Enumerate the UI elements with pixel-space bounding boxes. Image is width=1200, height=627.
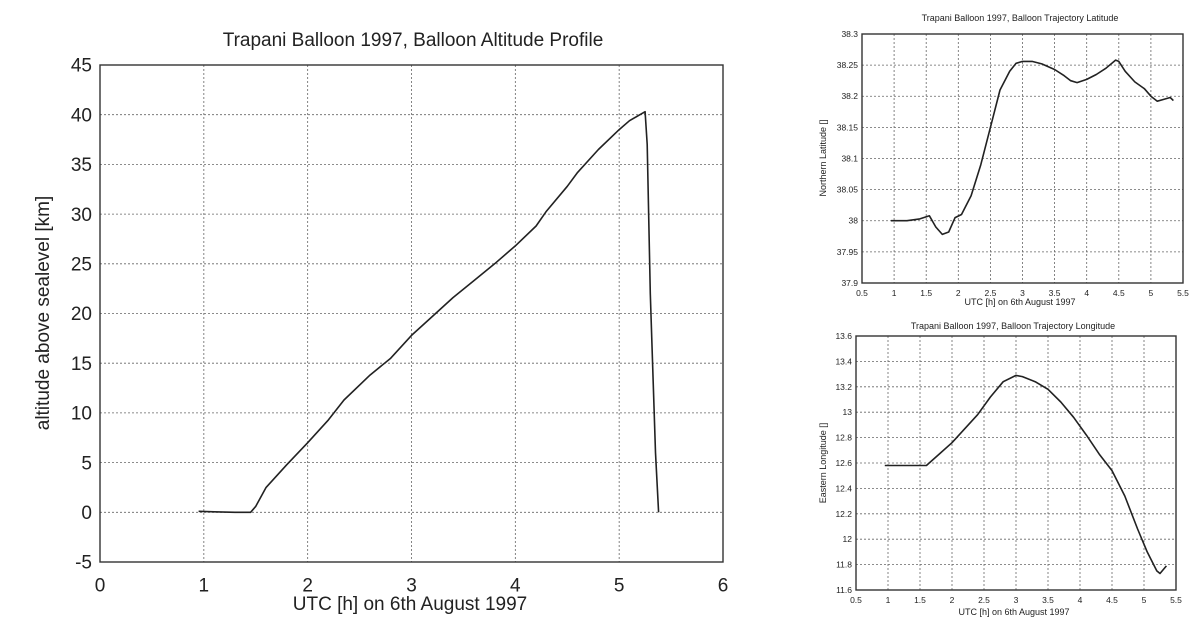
latitude-chart-x-tick-label: 0.5 — [856, 288, 868, 298]
altitude-chart-x-ticks: 0 1 2 3 4 5 6 — [95, 576, 729, 597]
latitude-chart-x-tick-label: 1 — [892, 288, 897, 298]
altitude-chart-x-tick-label: 5 — [614, 576, 625, 597]
latitude-chart-y-tick-label: 38 — [849, 216, 859, 226]
latitude-chart-x-ticks: 0.5 1 1.5 2 2.5 3 3.5 4 4.5 5 5.5 — [856, 288, 1189, 298]
altitude-chart-x-tick-label: 2 — [302, 576, 313, 597]
latitude-chart-y-tick-label: 38.15 — [837, 122, 859, 132]
longitude-chart-x-tick-label: 1.5 — [914, 595, 926, 605]
altitude-chart-x-tick-label: 3 — [406, 576, 417, 597]
latitude-chart-title: Trapani Balloon 1997, Balloon Trajectory… — [922, 13, 1119, 23]
longitude-chart-xlabel: UTC [h] on 6th August 1997 — [958, 607, 1069, 617]
latitude-chart-y-tick-label: 38.1 — [841, 153, 858, 163]
latitude-chart-x-tick-label: 2.5 — [984, 288, 996, 298]
latitude-chart-plot-frame — [861, 33, 1184, 284]
altitude-chart: Trapani Balloon 1997, Balloon Altitude P… — [33, 30, 728, 615]
longitude-chart-grid — [856, 336, 1176, 590]
latitude-chart: Trapani Balloon 1997, Balloon Trajectory… — [818, 13, 1189, 307]
altitude-chart-y-tick-label: 25 — [71, 254, 92, 275]
longitude-chart-y-tick-label: 12.4 — [835, 483, 852, 493]
latitude-chart-ylabel: Northern Latitude [] — [818, 119, 828, 196]
latitude-chart-y-tick-label: 38.25 — [837, 60, 859, 70]
longitude-chart-y-tick-label: 12.2 — [835, 509, 852, 519]
altitude-chart-y-ticks: -5 0 5 10 15 20 25 30 35 40 45 — [71, 56, 92, 574]
latitude-chart-xlabel: UTC [h] on 6th August 1997 — [964, 297, 1075, 307]
longitude-chart-ylabel: Eastern Longitude [] — [818, 423, 828, 504]
altitude-chart-ylabel: altitude above sealevel [km] — [33, 196, 54, 430]
longitude-chart-plot-frame — [855, 335, 1177, 591]
altitude-chart-title: Trapani Balloon 1997, Balloon Altitude P… — [223, 30, 604, 51]
altitude-chart-y-tick-label: 0 — [81, 503, 92, 524]
latitude-chart-y-tick-label: 37.9 — [841, 278, 858, 288]
altitude-chart-y-tick-label: 30 — [71, 205, 92, 226]
altitude-chart-y-tick-label: -5 — [75, 553, 92, 574]
altitude-chart-y-tick-label: 10 — [71, 404, 92, 425]
altitude-chart-y-tick-label: 20 — [71, 304, 92, 325]
longitude-chart-y-tick-label: 13.6 — [835, 331, 852, 341]
longitude-chart-y-tick-label: 13 — [843, 407, 853, 417]
latitude-chart-y-ticks: 37.9 37.95 38 38.05 38.1 38.15 38.2 38.25 38.3 — [837, 29, 859, 288]
longitude-chart-y-tick-label: 12.8 — [835, 433, 852, 443]
altitude-chart-series-line — [198, 110, 660, 514]
longitude-chart-x-tick-label: 2 — [950, 595, 955, 605]
longitude-chart-x-tick-label: 1 — [886, 595, 891, 605]
altitude-chart-x-tick-label: 1 — [199, 576, 210, 597]
latitude-chart-x-tick-label: 5.5 — [1177, 288, 1189, 298]
latitude-chart-x-tick-label: 1.5 — [920, 288, 932, 298]
longitude-chart-y-tick-label: 13.4 — [835, 356, 852, 366]
altitude-chart-x-tick-label: 0 — [95, 576, 106, 597]
latitude-chart-y-tick-label: 37.95 — [837, 247, 859, 257]
latitude-chart-y-tick-label: 38.05 — [837, 185, 859, 195]
longitude-chart-y-tick-label: 12 — [843, 534, 853, 544]
latitude-chart-x-tick-label: 5 — [1149, 288, 1154, 298]
altitude-chart-x-tick-label: 6 — [718, 576, 729, 597]
longitude-chart: Trapani Balloon 1997, Balloon Trajectory… — [818, 321, 1182, 617]
latitude-chart-series — [890, 59, 1174, 236]
latitude-chart-series-line — [890, 59, 1174, 236]
longitude-chart-x-tick-label: 5.5 — [1170, 595, 1182, 605]
longitude-chart-x-tick-label: 3 — [1014, 595, 1019, 605]
longitude-chart-y-tick-label: 13.2 — [835, 382, 852, 392]
altitude-chart-series — [198, 110, 660, 514]
altitude-chart-y-tick-label: 45 — [71, 56, 92, 77]
latitude-chart-x-tick-label: 4 — [1084, 288, 1089, 298]
longitude-chart-title: Trapani Balloon 1997, Balloon Trajectory… — [911, 321, 1115, 331]
longitude-chart-x-tick-label: 5 — [1142, 595, 1147, 605]
altitude-chart-y-tick-label: 15 — [71, 354, 92, 375]
longitude-chart-y-ticks: 11.6 11.8 12 12.2 12.4 12.6 12.8 13 13.2 13.4 13.6 — [835, 331, 852, 595]
altitude-chart-x-tick-label: 4 — [510, 576, 521, 597]
longitude-chart-x-tick-label: 4 — [1078, 595, 1083, 605]
latitude-chart-x-tick-label: 3 — [1020, 288, 1025, 298]
latitude-chart-x-tick-label: 3.5 — [1049, 288, 1061, 298]
altitude-chart-y-tick-label: 40 — [71, 105, 92, 126]
longitude-chart-series — [884, 374, 1168, 575]
altitude-chart-grid — [100, 65, 723, 562]
latitude-chart-y-tick-label: 38.2 — [841, 91, 858, 101]
longitude-chart-x-tick-label: 3.5 — [1042, 595, 1054, 605]
longitude-chart-y-tick-label: 11.8 — [836, 560, 852, 570]
altitude-chart-plot-frame — [99, 64, 724, 563]
latitude-chart-grid — [862, 34, 1183, 283]
latitude-chart-y-tick-label: 38.3 — [841, 29, 858, 39]
longitude-chart-x-tick-label: 0.5 — [850, 595, 862, 605]
longitude-chart-x-ticks: 0.5 1 1.5 2 2.5 3 3.5 4 4.5 5 5.5 — [850, 595, 1182, 605]
altitude-chart-y-tick-label: 5 — [81, 453, 92, 474]
longitude-chart-y-tick-label: 12.6 — [835, 458, 852, 468]
longitude-chart-series-line — [884, 374, 1168, 575]
longitude-chart-x-tick-label: 4.5 — [1106, 595, 1118, 605]
latitude-chart-x-tick-label: 4.5 — [1113, 288, 1125, 298]
longitude-chart-y-tick-label: 11.6 — [836, 585, 852, 595]
altitude-chart-xlabel: UTC [h] on 6th August 1997 — [293, 594, 528, 615]
altitude-chart-y-tick-label: 35 — [71, 155, 92, 176]
latitude-chart-x-tick-label: 2 — [956, 288, 961, 298]
longitude-chart-x-tick-label: 2.5 — [978, 595, 990, 605]
